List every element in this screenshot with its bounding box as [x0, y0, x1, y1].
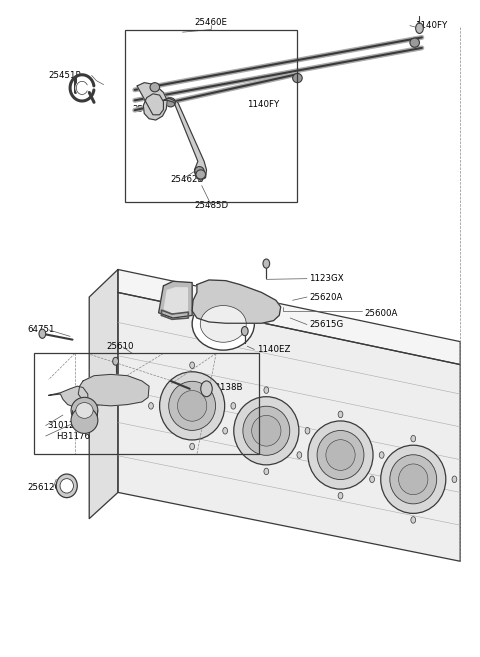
Circle shape [263, 259, 270, 268]
Circle shape [201, 381, 212, 397]
Text: 25600A: 25600A [364, 309, 398, 318]
Circle shape [411, 516, 416, 523]
Text: 28138B: 28138B [209, 383, 242, 392]
Text: 25485D: 25485D [194, 201, 228, 210]
Circle shape [416, 23, 423, 34]
Ellipse shape [308, 421, 373, 489]
Ellipse shape [234, 397, 299, 465]
Text: 25462B: 25462B [132, 105, 166, 114]
Ellipse shape [76, 403, 93, 419]
Polygon shape [48, 386, 88, 407]
Ellipse shape [317, 430, 364, 480]
Bar [34, 353, 259, 455]
Circle shape [190, 443, 194, 450]
Polygon shape [137, 83, 167, 120]
Circle shape [379, 452, 384, 459]
Ellipse shape [56, 474, 77, 497]
Text: 25460E: 25460E [195, 18, 228, 28]
Circle shape [149, 403, 154, 409]
Circle shape [452, 476, 457, 483]
Ellipse shape [252, 415, 281, 446]
Polygon shape [118, 269, 460, 365]
Ellipse shape [178, 390, 207, 421]
Polygon shape [89, 269, 118, 518]
Ellipse shape [398, 464, 428, 495]
Polygon shape [192, 280, 281, 323]
Circle shape [190, 362, 194, 369]
Ellipse shape [410, 38, 420, 47]
Text: 25615G: 25615G [310, 320, 344, 329]
Polygon shape [164, 288, 187, 314]
Ellipse shape [194, 167, 204, 175]
Circle shape [241, 327, 248, 336]
Ellipse shape [60, 479, 73, 493]
Text: 25451P: 25451P [48, 71, 81, 80]
Ellipse shape [390, 455, 437, 504]
Ellipse shape [150, 83, 159, 92]
Ellipse shape [159, 372, 225, 440]
Text: 1140FY: 1140FY [415, 21, 447, 30]
Text: 25623A: 25623A [84, 399, 118, 408]
Polygon shape [118, 292, 460, 561]
Ellipse shape [71, 397, 98, 424]
Circle shape [223, 428, 228, 434]
Circle shape [39, 329, 46, 338]
Ellipse shape [200, 306, 246, 342]
Text: 25462B: 25462B [170, 175, 204, 183]
Polygon shape [158, 281, 192, 318]
Ellipse shape [196, 170, 205, 179]
Ellipse shape [326, 440, 355, 470]
Circle shape [305, 428, 310, 434]
Circle shape [113, 357, 119, 365]
Text: 1123GX: 1123GX [108, 384, 143, 394]
Text: 25612C: 25612C [27, 483, 60, 491]
Text: 25620A: 25620A [310, 292, 343, 302]
Circle shape [411, 436, 416, 442]
Ellipse shape [192, 298, 254, 350]
Bar [125, 30, 298, 202]
Ellipse shape [381, 445, 446, 513]
Polygon shape [78, 374, 149, 406]
Circle shape [264, 387, 269, 394]
Ellipse shape [166, 98, 175, 107]
Circle shape [231, 403, 236, 409]
Text: H31176: H31176 [56, 432, 90, 441]
Ellipse shape [243, 406, 290, 455]
Text: 1140EZ: 1140EZ [257, 345, 290, 354]
Text: 25610: 25610 [106, 342, 133, 351]
Polygon shape [163, 98, 206, 180]
Ellipse shape [293, 74, 302, 83]
Ellipse shape [71, 407, 98, 434]
Circle shape [338, 411, 343, 418]
Circle shape [370, 476, 374, 483]
Text: 25485B: 25485B [185, 409, 218, 419]
Circle shape [297, 452, 302, 459]
Text: 31012A: 31012A [48, 421, 81, 430]
Text: 1140FY: 1140FY [247, 100, 279, 109]
Ellipse shape [168, 381, 216, 430]
Circle shape [264, 468, 269, 475]
Text: 64751: 64751 [27, 325, 55, 334]
Text: 1123GX: 1123GX [310, 274, 344, 283]
Circle shape [338, 492, 343, 499]
